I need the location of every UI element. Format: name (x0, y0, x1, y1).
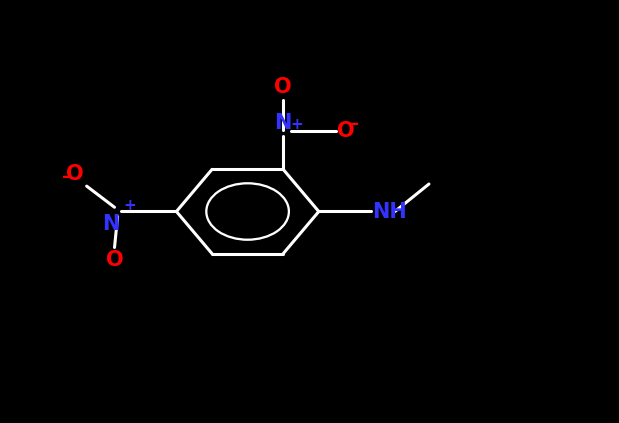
Text: –: – (63, 168, 71, 186)
Text: O: O (66, 164, 84, 184)
Text: O: O (337, 121, 355, 141)
Text: +: + (123, 198, 136, 213)
Text: N: N (102, 214, 119, 233)
Text: +: + (290, 118, 303, 132)
Text: NH: NH (372, 201, 407, 222)
Text: –: – (350, 115, 359, 133)
Text: O: O (106, 250, 123, 269)
Text: O: O (274, 77, 292, 97)
Text: N: N (274, 113, 292, 133)
